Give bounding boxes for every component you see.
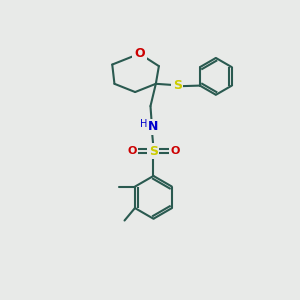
Text: N: N — [148, 120, 159, 134]
Text: O: O — [128, 146, 137, 156]
Text: O: O — [170, 146, 179, 156]
Text: S: S — [149, 145, 158, 158]
Text: S: S — [173, 79, 182, 92]
Text: O: O — [134, 47, 145, 60]
Text: H: H — [140, 119, 147, 129]
